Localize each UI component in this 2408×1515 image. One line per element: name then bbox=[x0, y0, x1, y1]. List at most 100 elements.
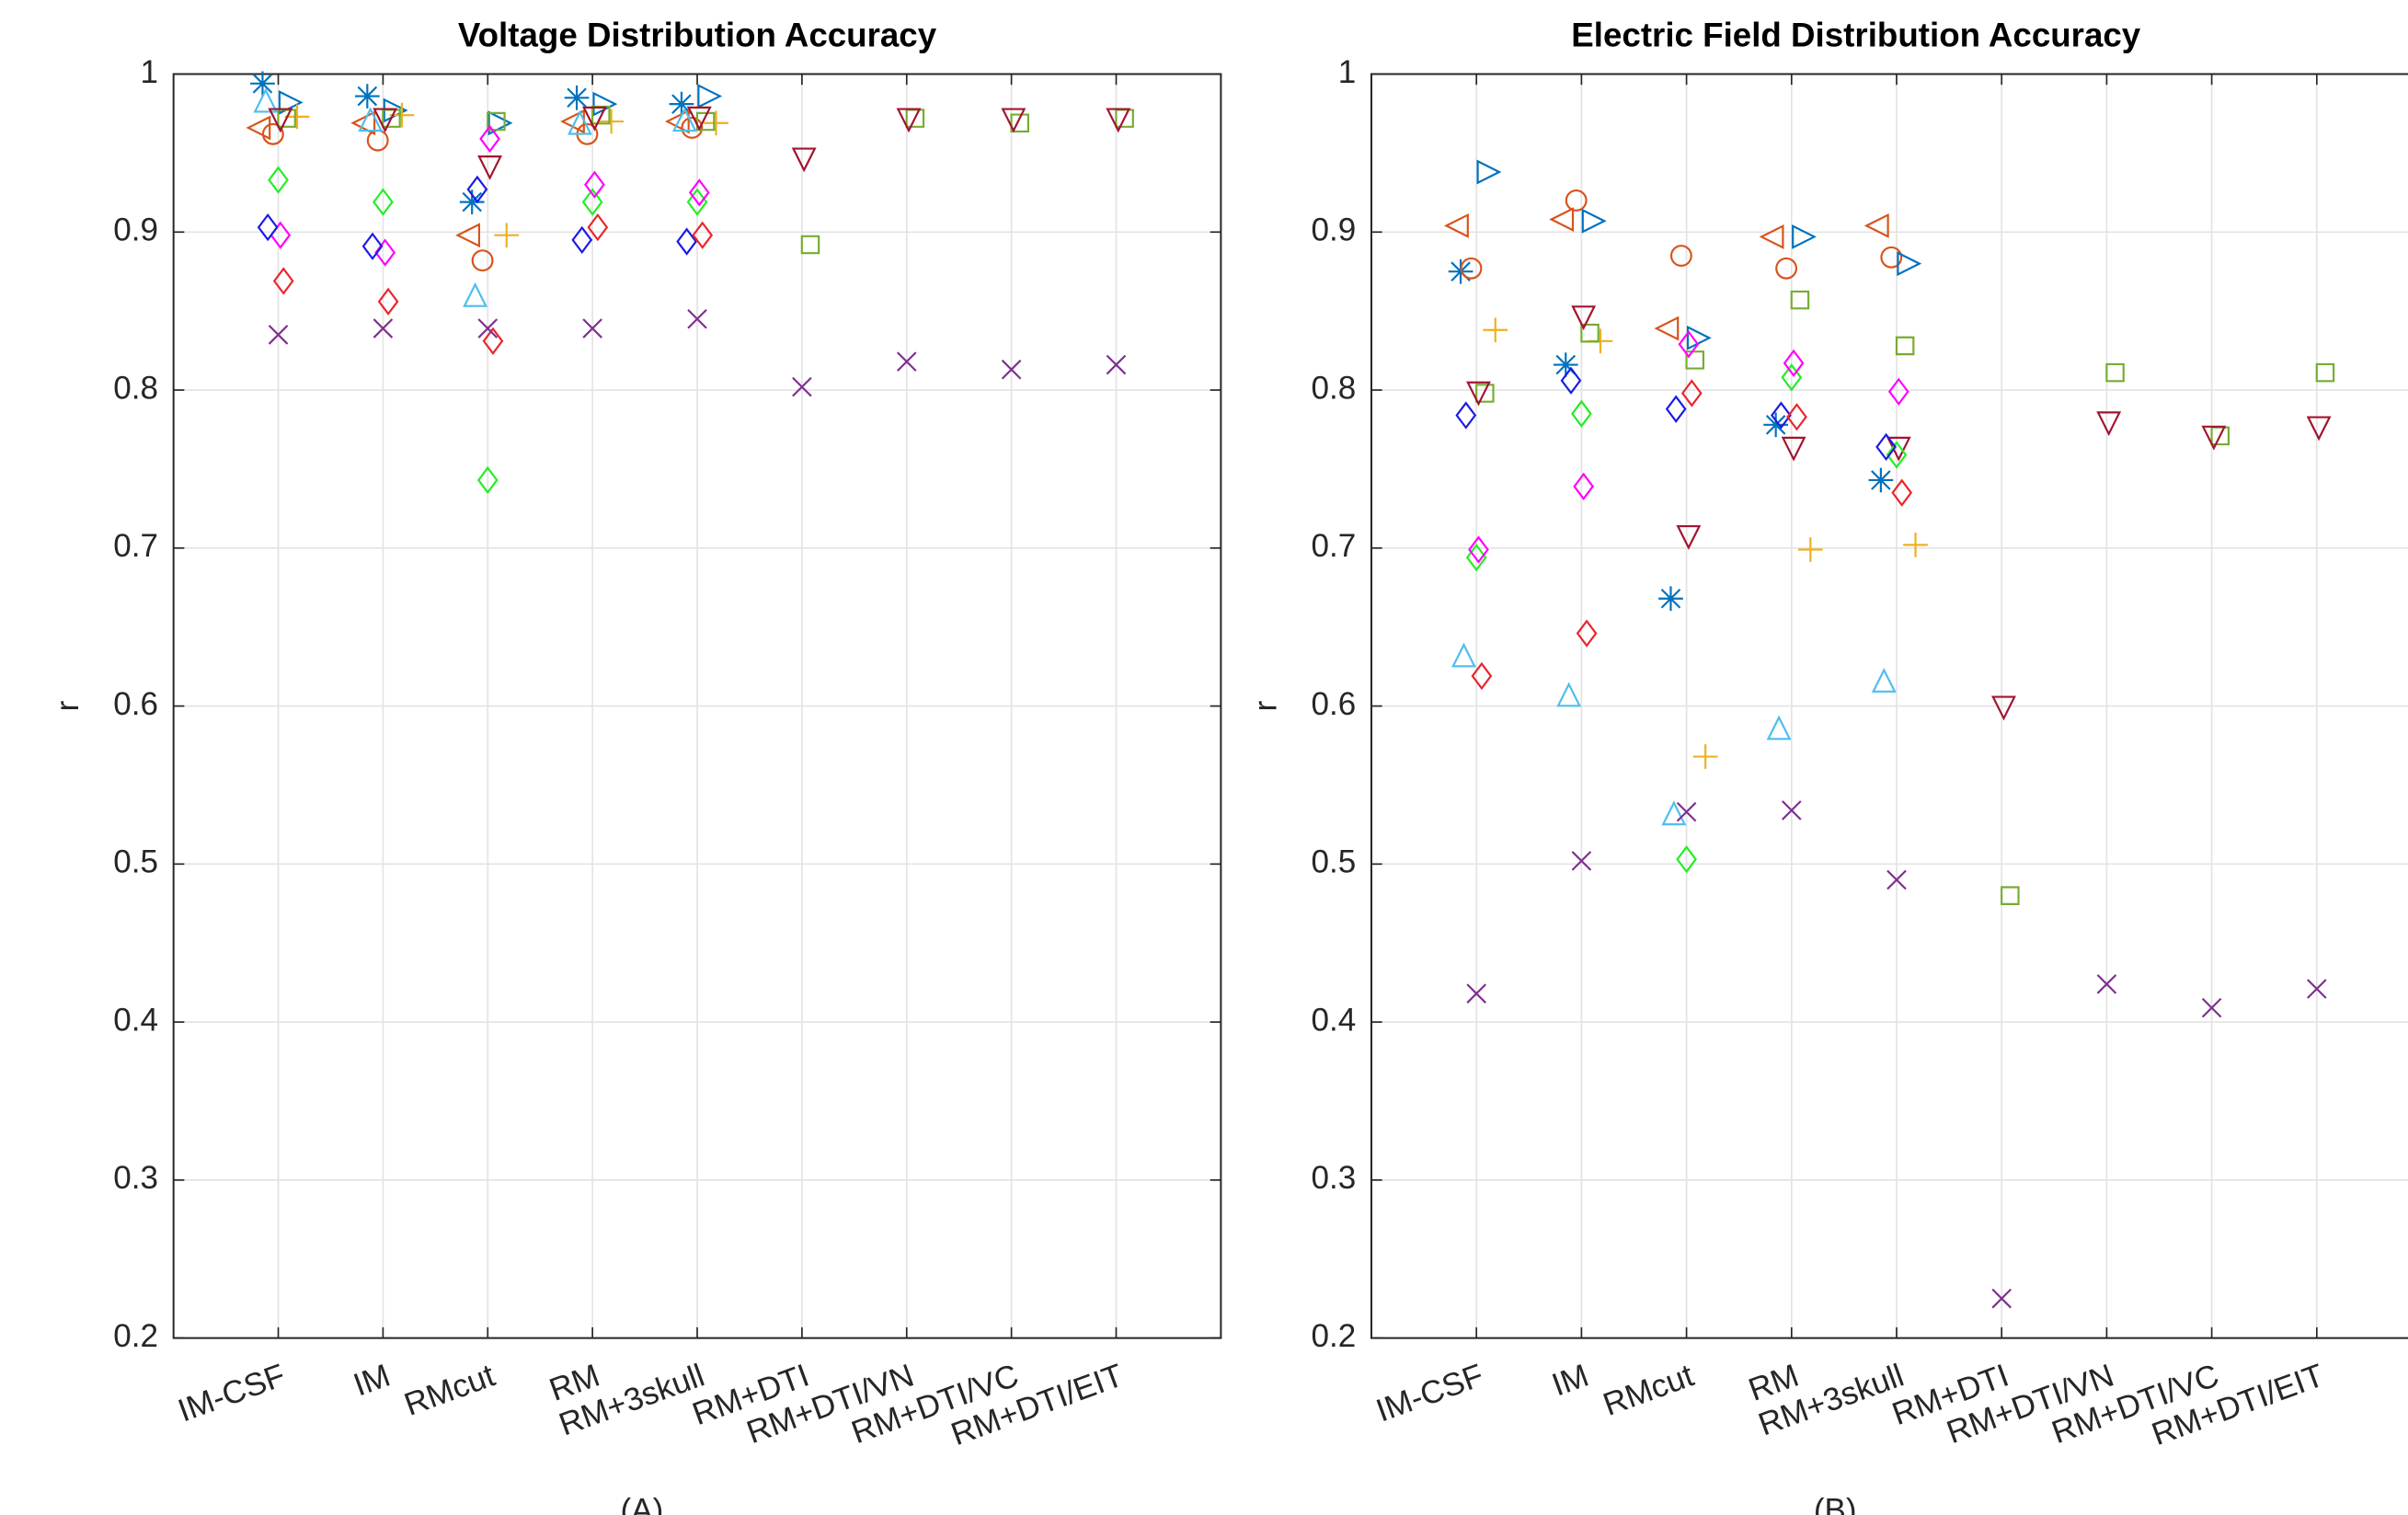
marker bbox=[1669, 245, 1692, 267]
marker bbox=[664, 109, 690, 134]
marker bbox=[1658, 586, 1683, 612]
marker bbox=[1571, 851, 1592, 871]
marker bbox=[1455, 401, 1477, 430]
marker bbox=[284, 104, 310, 130]
marker bbox=[1560, 366, 1582, 395]
marker bbox=[1886, 869, 1907, 890]
marker bbox=[1692, 744, 1718, 769]
marker bbox=[681, 117, 704, 139]
marker bbox=[1451, 642, 1476, 668]
marker bbox=[354, 84, 380, 109]
y-tick-label: 0.5 bbox=[113, 844, 158, 880]
marker bbox=[584, 170, 605, 199]
marker bbox=[1759, 224, 1784, 249]
marker bbox=[1001, 359, 1022, 380]
marker bbox=[568, 109, 592, 135]
y-tick-label: 0.2 bbox=[113, 1318, 158, 1354]
y-axis-label: r bbox=[1247, 700, 1283, 711]
marker bbox=[1771, 401, 1792, 430]
marker bbox=[564, 85, 590, 110]
marker bbox=[1676, 801, 1697, 822]
marker bbox=[1880, 246, 1903, 269]
marker bbox=[278, 89, 304, 115]
marker bbox=[1680, 379, 1703, 407]
x-tick-label: RMcut bbox=[400, 1357, 500, 1422]
marker bbox=[692, 221, 714, 249]
chart-title: Electric Field Distribution Accuracy bbox=[1571, 16, 2141, 53]
axes-box bbox=[172, 73, 1222, 1339]
marker bbox=[2307, 979, 2327, 999]
marker bbox=[676, 227, 698, 256]
axes-box bbox=[1370, 73, 2408, 1339]
marker bbox=[1654, 316, 1680, 341]
marker bbox=[466, 175, 488, 204]
marker bbox=[1886, 441, 1908, 469]
marker bbox=[582, 318, 602, 339]
marker bbox=[246, 115, 271, 141]
marker bbox=[1471, 661, 1493, 691]
marker bbox=[2201, 425, 2227, 451]
marker bbox=[2001, 886, 2020, 905]
marker bbox=[253, 87, 279, 113]
marker bbox=[1903, 533, 1928, 557]
marker bbox=[358, 107, 384, 132]
marker bbox=[599, 109, 625, 134]
marker bbox=[1553, 352, 1578, 377]
x-tick-label: RMcut bbox=[1599, 1357, 1699, 1422]
y-tick-label: 0.6 bbox=[113, 686, 158, 722]
marker bbox=[455, 223, 481, 248]
marker bbox=[1783, 349, 1805, 378]
y-tick-label: 0.4 bbox=[1312, 1002, 1357, 1038]
x-tick-label: IM bbox=[349, 1358, 395, 1404]
y-tick-label: 0.8 bbox=[113, 370, 158, 406]
y-tick-label: 0.7 bbox=[1312, 528, 1357, 564]
marker bbox=[581, 188, 603, 216]
marker bbox=[1571, 305, 1597, 331]
marker bbox=[1790, 290, 1810, 310]
marker bbox=[1571, 399, 1592, 428]
marker bbox=[1897, 251, 1922, 277]
marker bbox=[463, 281, 488, 307]
marker bbox=[2201, 997, 2222, 1018]
marker bbox=[459, 189, 485, 214]
marker bbox=[697, 84, 723, 109]
marker bbox=[688, 178, 710, 207]
marker bbox=[471, 249, 494, 272]
marker bbox=[261, 122, 284, 145]
marker bbox=[1763, 412, 1789, 438]
marker bbox=[1466, 983, 1486, 1004]
caption: (B) bbox=[1814, 1492, 1857, 1515]
marker bbox=[1775, 257, 1798, 280]
marker bbox=[1106, 108, 1131, 133]
marker bbox=[576, 122, 599, 145]
marker bbox=[482, 327, 504, 355]
marker bbox=[587, 212, 609, 242]
marker bbox=[366, 129, 389, 152]
marker bbox=[377, 287, 399, 316]
marker bbox=[268, 108, 293, 133]
marker bbox=[257, 212, 279, 242]
y-tick-label: 0.4 bbox=[113, 1002, 158, 1038]
marker bbox=[1895, 336, 1915, 356]
marker bbox=[1678, 330, 1700, 359]
marker bbox=[686, 106, 712, 132]
marker bbox=[476, 465, 499, 495]
marker bbox=[1460, 257, 1483, 280]
y-tick-label: 0.9 bbox=[113, 212, 158, 248]
y-tick-label: 0.8 bbox=[1312, 370, 1357, 406]
marker bbox=[669, 91, 694, 117]
marker bbox=[373, 318, 394, 339]
chart-title: Voltage Distribution Accuracy bbox=[458, 16, 937, 53]
y-tick-label: 0.7 bbox=[113, 528, 158, 564]
marker bbox=[1665, 395, 1687, 423]
marker bbox=[373, 108, 398, 133]
marker bbox=[1782, 800, 1802, 821]
marker bbox=[571, 225, 593, 255]
marker bbox=[477, 155, 502, 180]
marker bbox=[1781, 363, 1803, 392]
y-tick-label: 0.5 bbox=[1312, 844, 1357, 880]
marker bbox=[1565, 189, 1588, 212]
